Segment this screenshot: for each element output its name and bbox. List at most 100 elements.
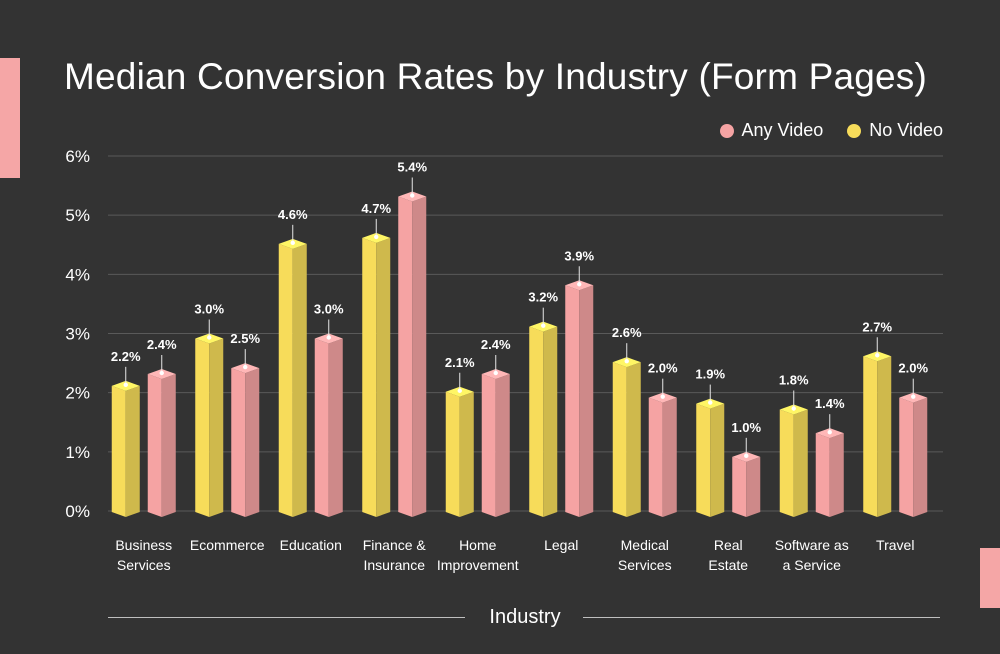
data-label: 1.4% <box>815 396 845 411</box>
data-label: 1.0% <box>731 420 761 435</box>
x-tick-label: Finance & Insurance <box>363 537 427 573</box>
data-point-marker <box>660 394 665 399</box>
legend-swatch-any-video <box>719 123 734 138</box>
data-label: 3.9% <box>564 248 594 263</box>
data-label: 4.6% <box>278 207 308 222</box>
data-point-marker <box>457 388 462 393</box>
x-tick-label: Real Estate <box>708 537 748 573</box>
x-tick-label-line: Services <box>618 557 672 573</box>
x-tick-label-line: Estate <box>708 557 748 573</box>
bar-face-right <box>877 356 892 517</box>
data-label: 3.2% <box>528 290 558 305</box>
x-tick-label-line: Legal <box>544 537 578 553</box>
bar-face-left <box>314 338 329 517</box>
x-tick-label-line: Improvement <box>437 557 519 573</box>
data-point-marker <box>624 358 629 364</box>
bar-face-left <box>696 403 711 517</box>
bar-face-right <box>376 237 391 517</box>
bar-face-left <box>565 285 580 517</box>
data-label: 2.7% <box>862 319 892 334</box>
bar-face-left <box>147 374 162 517</box>
x-tick-label: Medical Services <box>618 537 672 573</box>
bar-face-left <box>445 391 460 517</box>
x-axis-rule-left <box>108 617 465 618</box>
x-tick-label: Legal <box>544 537 578 553</box>
data-point-marker <box>493 370 498 376</box>
legend-item-no-video: No Video <box>847 120 943 141</box>
bar-face-right <box>913 397 928 517</box>
right-accent-bar <box>980 548 1000 608</box>
bar-face-left <box>863 356 878 517</box>
bar-face-left <box>732 456 747 517</box>
data-label: 2.0% <box>648 361 678 376</box>
data-point-marker <box>827 429 832 435</box>
bar-face-left <box>899 397 914 517</box>
data-point-marker <box>159 370 164 376</box>
x-tick-label: Home Improvement <box>437 537 519 573</box>
bar-face-left <box>278 243 293 518</box>
data-label: 2.0% <box>898 361 928 376</box>
data-label: 2.4% <box>481 337 511 352</box>
data-point-marker <box>541 323 546 328</box>
legend-label-any-video: Any Video <box>741 120 824 140</box>
bar-face-right <box>626 362 641 517</box>
y-tick-label: 2% <box>65 384 90 403</box>
y-tick-label: 5% <box>65 206 90 225</box>
data-label: 1.9% <box>695 367 725 382</box>
bar-face-left <box>398 196 413 517</box>
x-axis-rule-right <box>583 617 940 618</box>
data-point-marker <box>577 282 582 287</box>
bar-face-right <box>579 285 594 517</box>
x-tick-label-line: Insurance <box>364 557 426 573</box>
data-label: 2.1% <box>445 355 475 370</box>
bar-face-right <box>662 397 677 517</box>
data-point-marker <box>243 364 248 370</box>
bar-face-right <box>412 196 427 517</box>
data-point-marker <box>744 453 749 459</box>
bar-face-right <box>161 374 176 517</box>
bar-face-left <box>362 237 377 517</box>
data-point-marker <box>791 406 796 411</box>
data-point-marker <box>374 234 379 240</box>
bar-face-right <box>543 326 558 517</box>
bar-face-right <box>829 433 844 517</box>
x-tick-label-line: Services <box>117 557 171 573</box>
bar-face-left <box>648 397 663 517</box>
bar-face-right <box>245 368 260 517</box>
data-point-marker <box>207 335 212 340</box>
legend-label-no-video: No Video <box>869 120 943 140</box>
x-tick-label-line: Finance & <box>363 537 427 553</box>
bar-face-right <box>125 385 140 517</box>
legend-swatch-no-video <box>847 123 862 138</box>
y-tick-label: 0% <box>65 502 90 521</box>
y-tick-label: 3% <box>65 325 90 344</box>
left-accent-bar <box>0 58 20 178</box>
x-tick-label-line: Home <box>459 537 497 553</box>
bar-face-left <box>529 326 544 517</box>
bar-face-left <box>195 338 210 517</box>
x-tick-label: Education <box>280 537 342 553</box>
data-label: 2.2% <box>111 349 141 364</box>
data-point-marker <box>911 394 916 399</box>
bar-face-right <box>746 456 761 517</box>
x-tick-label: Ecommerce <box>190 537 265 553</box>
bar-face-right <box>495 374 510 517</box>
legend-item-any-video: Any Video <box>719 120 824 141</box>
bar-face-right <box>459 391 474 517</box>
x-tick-label-line: Software as <box>775 537 849 553</box>
y-tick-label: 6% <box>65 147 90 166</box>
x-tick-label-line: Medical <box>621 537 669 553</box>
data-label: 1.8% <box>779 373 809 388</box>
data-label: 2.4% <box>147 337 177 352</box>
x-tick-label-line: a Service <box>783 557 842 573</box>
bar-face-right <box>209 338 224 517</box>
data-point-marker <box>326 335 331 340</box>
bar-face-left <box>612 362 627 517</box>
data-label: 2.5% <box>230 331 260 346</box>
legend: Any Video No Video <box>719 120 943 141</box>
x-tick-label-line: Education <box>280 537 342 553</box>
data-label: 4.7% <box>361 201 391 216</box>
data-label: 2.6% <box>612 325 642 340</box>
bar-face-left <box>231 368 246 517</box>
